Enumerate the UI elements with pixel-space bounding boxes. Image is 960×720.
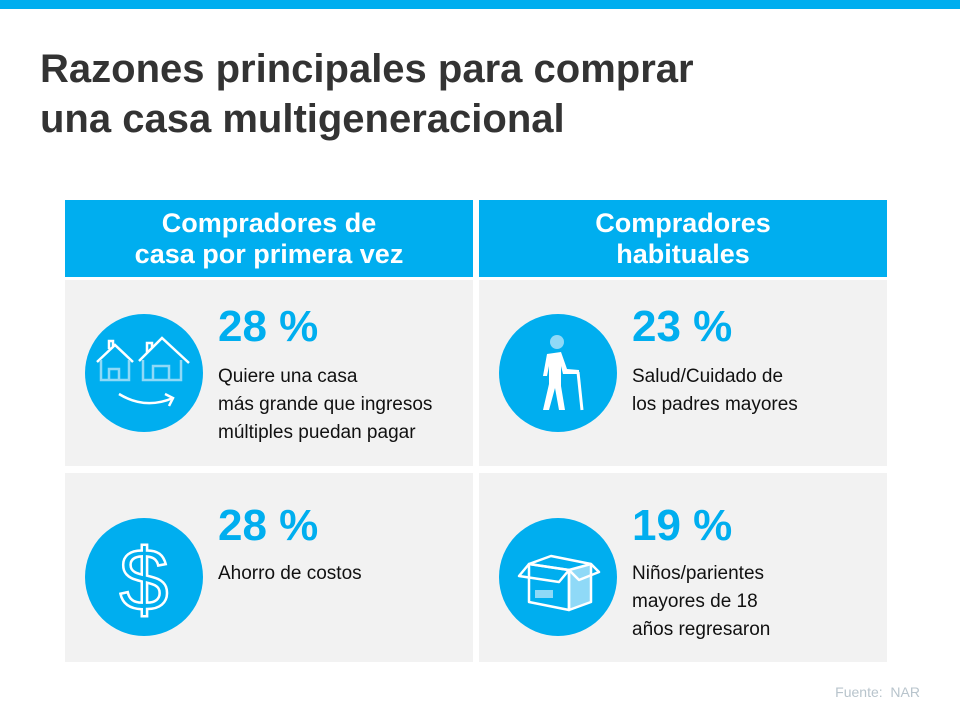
header-line: habituales xyxy=(616,238,750,269)
stat-percent: 19 % xyxy=(632,501,733,550)
elderly-person-icon xyxy=(499,314,617,432)
svg-text:$: $ xyxy=(120,530,169,629)
desc-line: Niños/parientes xyxy=(632,563,765,584)
stat-card: 23 % Salud/Cuidado de los padres mayores xyxy=(479,280,887,466)
stat-percent: 28 % xyxy=(218,501,319,550)
desc-line: más grande que ingresos xyxy=(218,394,433,415)
header-line: Compradores xyxy=(595,207,771,238)
stat-description: Quiere una casa más grande que ingresos mú… xyxy=(218,363,432,447)
stat-card: $ 28 % Ahorro de costos xyxy=(65,473,473,662)
source-note: Fuente: NAR xyxy=(835,684,920,700)
stat-card: 28 % Quiere una casa más grande que ingre… xyxy=(65,280,473,466)
desc-line: Quiere una casa xyxy=(218,366,358,387)
title-line: una casa multigeneracional xyxy=(40,97,565,141)
top-accent-bar xyxy=(0,0,960,9)
title-line: Razones principales para comprar xyxy=(40,47,694,91)
stat-description: Ahorro de costos xyxy=(218,560,362,588)
stat-percent: 28 % xyxy=(218,302,319,351)
desc-line: Ahorro de costos xyxy=(218,563,362,584)
header-line: Compradores de xyxy=(161,207,377,238)
stat-description: Salud/Cuidado de los padres mayores xyxy=(632,363,798,419)
stat-percent: 23 % xyxy=(632,302,733,351)
desc-line: mayores de 18 xyxy=(632,591,758,612)
page-title: Razones principales para comprar una casa… xyxy=(40,44,694,144)
column-header-repeat: Compradores habituales xyxy=(479,200,887,277)
desc-line: múltiples puedan pagar xyxy=(218,422,416,443)
houses-icon xyxy=(85,314,203,432)
header-line: casa por primera vez xyxy=(134,238,404,269)
dollar-icon: $ xyxy=(85,518,203,636)
desc-line: años regresaron xyxy=(632,619,771,640)
stat-description: Niños/parientes mayores de 18 años regresa… xyxy=(632,560,770,644)
desc-line: los padres mayores xyxy=(632,394,798,415)
column-header-first-time: Compradores de casa por primera vez xyxy=(65,200,473,277)
stat-card: 19 % Niños/parientes mayores de 18 años re… xyxy=(479,473,887,662)
open-box-icon xyxy=(499,518,617,636)
desc-line: Salud/Cuidado de xyxy=(632,366,784,387)
